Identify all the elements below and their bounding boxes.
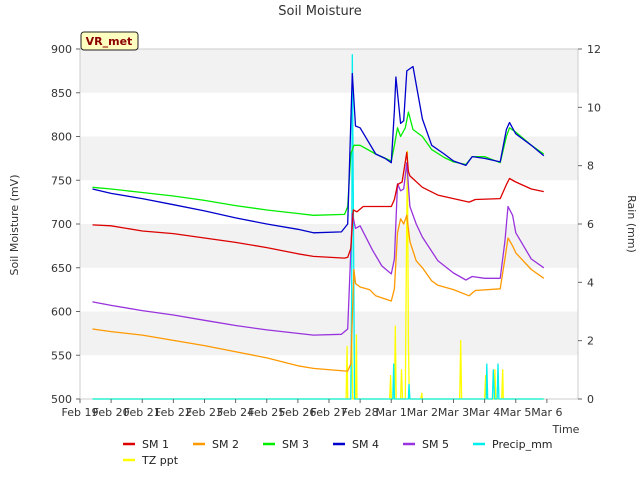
chart-title: Soil Moisture [278,4,362,19]
x-tick-label: Feb 21 [124,406,161,419]
grid-band [80,311,578,356]
series-line-sm-4 [92,65,545,234]
legend-label: Precip_mm [492,438,553,451]
legend-label: SM 2 [212,438,239,451]
x-tick-label: Mar 6 [531,406,562,419]
x-tick-label: Feb 27 [311,406,348,419]
y2-tick-label: 10 [587,101,601,114]
y2-tick-label: 12 [587,43,601,56]
y-tick-label: 700 [51,218,72,231]
plot-background-bands [80,49,578,399]
legend: SM 1 SM 2 SM 3 SM 4 SM 5 Precip_mm TZ ppt [123,438,553,467]
legend-label: SM 1 [142,438,169,451]
y2-tick-label: 2 [587,335,594,348]
x-tick-label: Mar 5 [500,406,531,419]
y-tick-label: 500 [51,393,72,406]
y-tick-label: 600 [51,306,72,319]
y-tick-label: 650 [51,262,72,275]
y-axis-title: Soil Moisture (mV) [8,175,21,276]
series-line-sm-5 [92,162,545,336]
series-line-sm-3 [92,111,545,216]
series-line-precip-mm [92,54,544,400]
series-layer [92,54,545,400]
axes-layer: 500 550 600 650 700 750 800 850 900 0 2 4 6 8 10 12 Feb … [51,43,601,419]
y-tick-label: 800 [51,131,72,144]
grid-band [80,49,578,93]
y2-axis-title: Rain (mm) [625,195,638,253]
x-tick-label: Mar 3 [438,406,469,419]
legend-label: TZ ppt [141,454,179,467]
y-tick-label: 750 [51,174,72,187]
x-tick-label: Feb 28 [342,406,379,419]
x-tick-label: Feb 25 [248,406,285,419]
y2-tick-label: 6 [587,218,594,231]
y-tick-label: 900 [51,43,72,56]
y2-tick-label: 8 [587,160,594,173]
x-tick-label: Feb 22 [155,406,192,419]
legend-label: SM 4 [352,438,379,451]
grid-band [80,136,578,181]
x-tick-label: Feb 20 [93,406,130,419]
grid-band [80,267,578,312]
x-axis-title: Time [552,423,580,436]
y-tick-label: 550 [51,349,72,362]
grid-band [80,224,578,268]
legend-label: SM 5 [422,438,449,451]
series-line-sm-2 [92,214,545,372]
x-tick-label: Mar 2 [407,406,438,419]
grid-band [80,92,578,137]
series-line-sm-1 [92,151,544,259]
x-tick-label: Mar 4 [469,406,500,419]
x-tick-label: Feb 19 [62,406,99,419]
grid-band [80,180,578,224]
x-tick-label: Mar 1 [376,406,407,419]
station-badge-label: VR_met [86,35,133,48]
y2-tick-label: 0 [587,393,594,406]
x-tick-label: Feb 24 [217,406,254,419]
x-tick-label: Feb 26 [279,406,316,419]
legend-label: SM 3 [282,438,309,451]
y2-tick-label: 4 [587,276,594,289]
station-badge: VR_met [80,31,139,51]
x-tick-label: Feb 23 [186,406,223,419]
y-tick-label: 850 [51,87,72,100]
